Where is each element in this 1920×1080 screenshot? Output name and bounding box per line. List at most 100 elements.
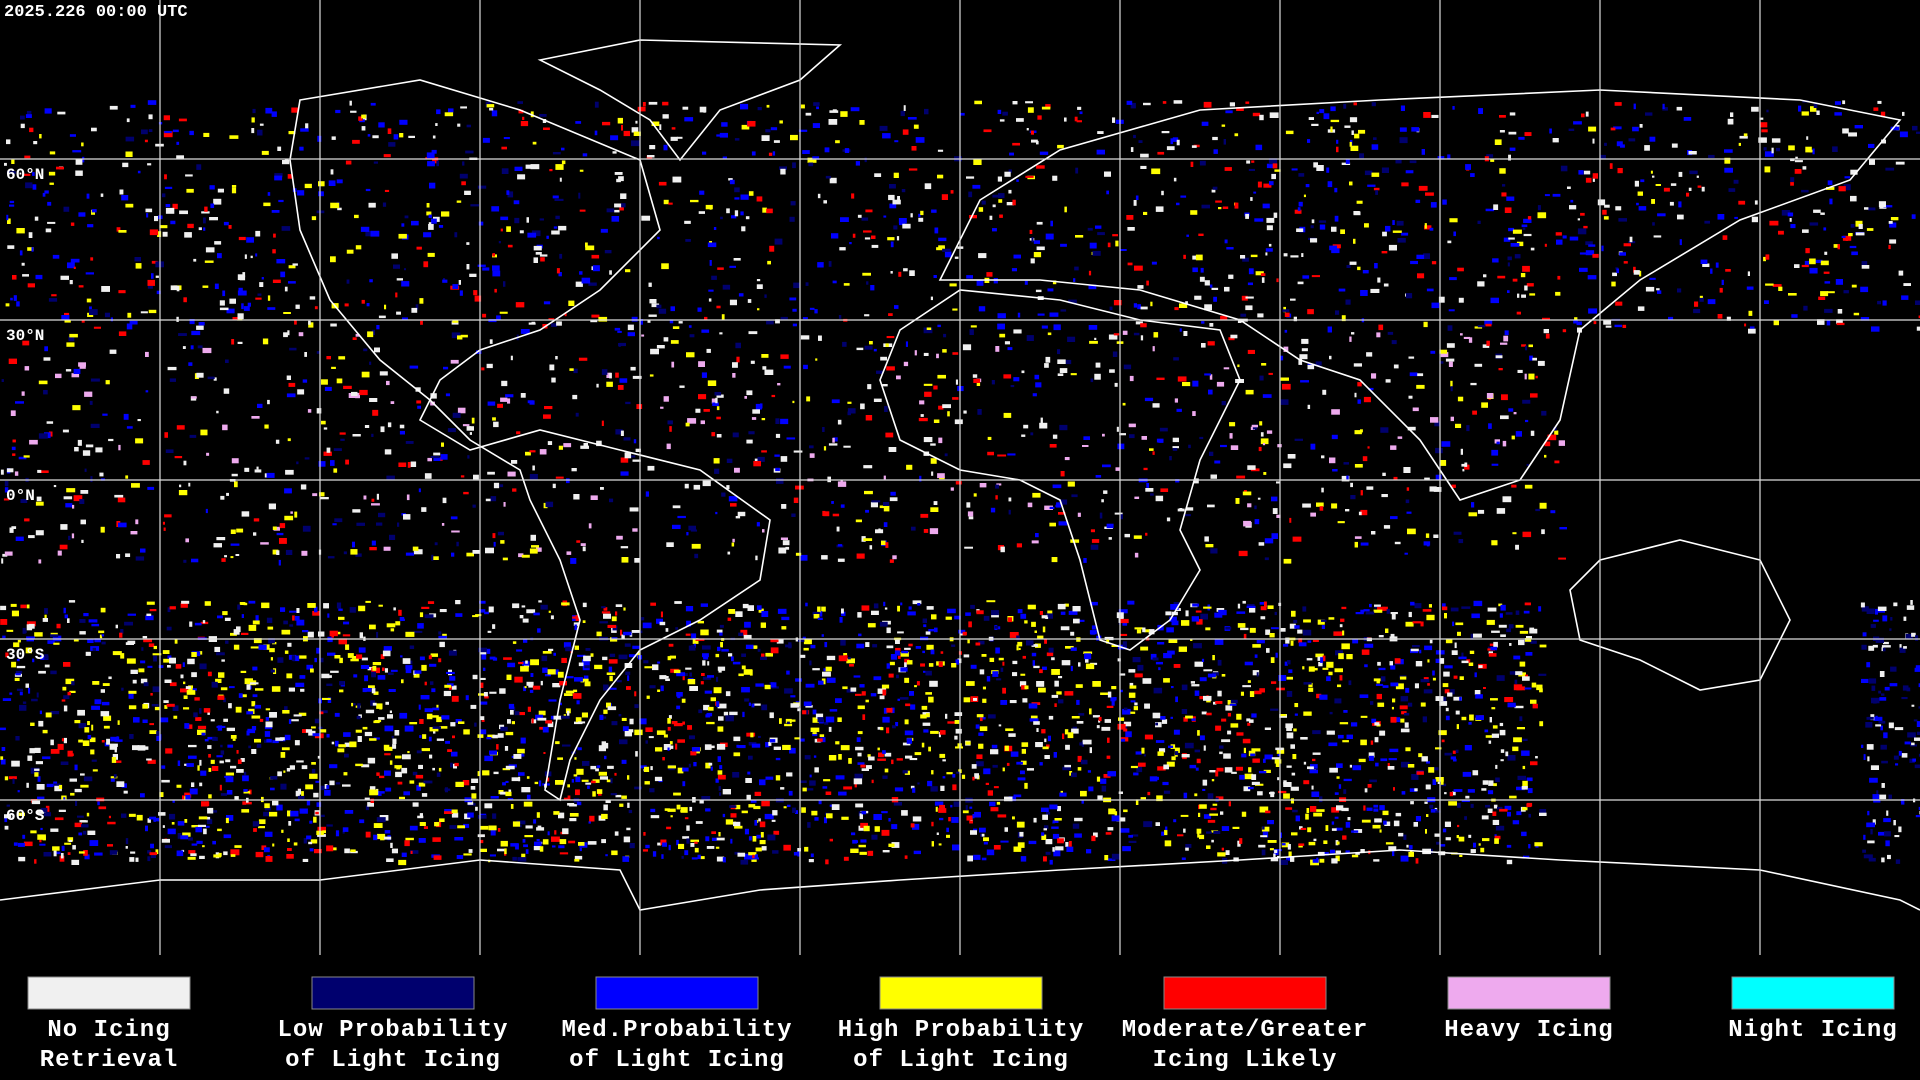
icing-speck [1155, 206, 1164, 212]
icing-speck [1511, 484, 1517, 488]
icing-speck [50, 632, 58, 636]
icing-speck [672, 326, 680, 329]
icing-speck [241, 303, 244, 310]
icing-speck [1747, 271, 1750, 276]
icing-speck [838, 754, 842, 760]
icing-speck [737, 511, 746, 517]
icing-speck [1173, 177, 1177, 182]
icing-speck [1521, 785, 1528, 790]
icing-speck [352, 541, 355, 548]
icing-speck [443, 278, 446, 282]
icing-speck [660, 839, 667, 845]
icing-speck [1485, 804, 1491, 808]
icing-speck [424, 473, 432, 479]
icing-speck [595, 768, 599, 772]
icing-speck [80, 519, 86, 525]
icing-speck [859, 120, 865, 125]
icing-speck [999, 333, 1006, 338]
icing-speck [1342, 740, 1349, 743]
icing-speck [890, 241, 894, 248]
icing-speck [244, 771, 247, 776]
icing-speck [1066, 846, 1074, 852]
icing-speck [467, 455, 470, 459]
icing-speck [444, 787, 448, 793]
icing-speck [816, 106, 819, 110]
icing-speck [900, 110, 905, 117]
icing-speck [1525, 345, 1528, 351]
icing-speck [236, 769, 244, 773]
icing-speck [687, 418, 697, 424]
icing-speck [976, 279, 984, 286]
icing-speck [125, 553, 131, 557]
icing-speck [1805, 146, 1812, 153]
icing-speck [1623, 261, 1628, 264]
icing-speck [890, 654, 897, 660]
icing-speck [775, 757, 781, 761]
icing-speck [1424, 645, 1433, 651]
icing-speck [1452, 106, 1455, 110]
icing-speck [1487, 790, 1494, 795]
icing-speck [1017, 312, 1021, 318]
icing-speck [725, 819, 734, 825]
icing-speck [1474, 690, 1481, 695]
icing-speck [1247, 722, 1251, 726]
icing-speck [40, 807, 48, 812]
icing-speck [1345, 821, 1351, 828]
icing-speck [67, 262, 75, 269]
icing-speck [576, 768, 584, 775]
icing-speck [1809, 258, 1816, 265]
icing-speck [1315, 361, 1322, 366]
icing-speck [925, 631, 931, 635]
icing-speck [34, 747, 41, 753]
icing-speck [1203, 745, 1206, 751]
icing-speck [645, 727, 653, 732]
icing-speck [1026, 128, 1029, 131]
icing-speck [895, 647, 901, 652]
icing-speck [1249, 719, 1254, 723]
icing-speck [1196, 828, 1202, 834]
icing-speck [1126, 215, 1134, 220]
icing-speck [1522, 765, 1526, 770]
icing-speck [1581, 113, 1585, 118]
icing-speck [1809, 222, 1819, 226]
icing-speck [54, 817, 64, 821]
icing-speck [1754, 200, 1758, 205]
icing-speck [1122, 330, 1128, 335]
icing-speck [645, 491, 649, 497]
icing-speck [1794, 160, 1803, 163]
icing-speck [481, 653, 487, 660]
icing-speck [1583, 225, 1588, 229]
icing-speck [1845, 238, 1848, 241]
icing-speck [757, 107, 762, 111]
icing-speck [574, 858, 580, 862]
icing-speck [1361, 819, 1371, 823]
icing-speck [1616, 268, 1619, 274]
icing-speck [861, 605, 870, 611]
icing-speck [69, 134, 76, 137]
icing-speck [799, 654, 806, 658]
icing-speck [15, 536, 24, 541]
icing-speck [507, 798, 514, 801]
icing-speck [387, 422, 392, 428]
icing-speck [1883, 205, 1893, 208]
icing-speck [394, 730, 400, 736]
icing-speck [823, 668, 827, 672]
icing-speck [701, 372, 707, 378]
icing-speck [1203, 101, 1212, 108]
icing-speck [162, 825, 165, 828]
icing-speck [773, 830, 780, 835]
icing-speck [751, 703, 755, 708]
icing-speck [1222, 206, 1229, 209]
icing-speck [1274, 759, 1282, 764]
icing-speck [250, 255, 253, 259]
icing-speck [1496, 441, 1500, 445]
icing-speck [722, 284, 731, 290]
icing-speck [183, 460, 187, 466]
icing-speck [1267, 605, 1274, 609]
icing-speck [1159, 427, 1168, 432]
icing-speck [514, 166, 523, 171]
icing-speck [1116, 817, 1126, 822]
icing-speck [148, 643, 155, 647]
icing-speck [101, 286, 110, 292]
icing-speck [642, 102, 646, 107]
